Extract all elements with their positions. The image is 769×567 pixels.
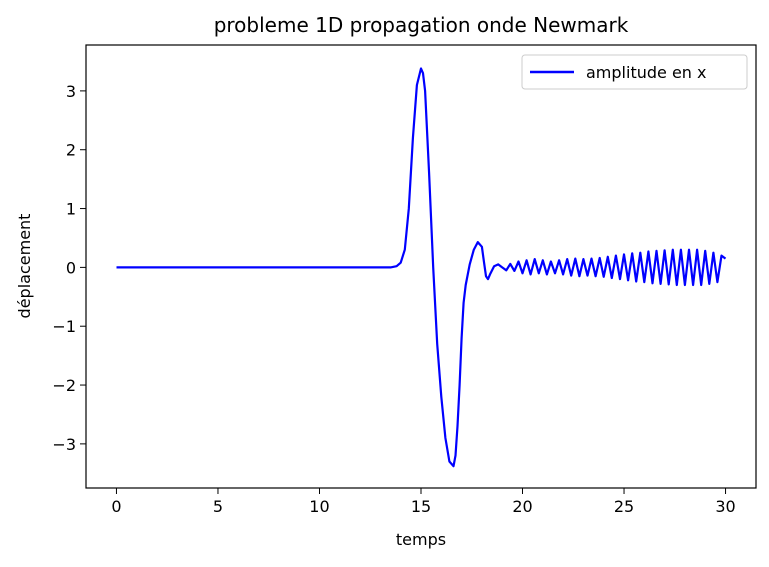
x-tick-label: 5 [213, 497, 223, 516]
y-tick-label: 3 [66, 82, 76, 101]
y-tick-label: 1 [66, 200, 76, 219]
x-tick-label: 15 [411, 497, 431, 516]
x-axis-label: temps [396, 530, 446, 549]
series-line-amplitude-en-x [116, 67, 727, 468]
y-tick-label: −2 [52, 376, 76, 395]
x-axis: 0 5 10 15 20 25 30 [111, 488, 736, 516]
x-tick-label: 25 [614, 497, 634, 516]
legend: amplitude en x [521, 54, 748, 90]
legend-label: amplitude en x [586, 63, 706, 82]
y-tick-label: 2 [66, 141, 76, 160]
legend-box [521, 54, 748, 90]
y-tick-label: 0 [66, 258, 76, 277]
y-tick-label: −1 [52, 317, 76, 336]
y-axis-label: déplacement [15, 214, 34, 319]
x-tick-label: 10 [309, 497, 329, 516]
y-tick-label: −3 [52, 435, 76, 454]
x-tick-label: 20 [512, 497, 532, 516]
y-axis: 3 2 1 0 −1 −2 −3 [52, 82, 86, 454]
x-tick-label: 0 [111, 497, 121, 516]
x-tick-label: 30 [715, 497, 735, 516]
chart-title: probleme 1D propagation onde Newmark [214, 13, 629, 37]
